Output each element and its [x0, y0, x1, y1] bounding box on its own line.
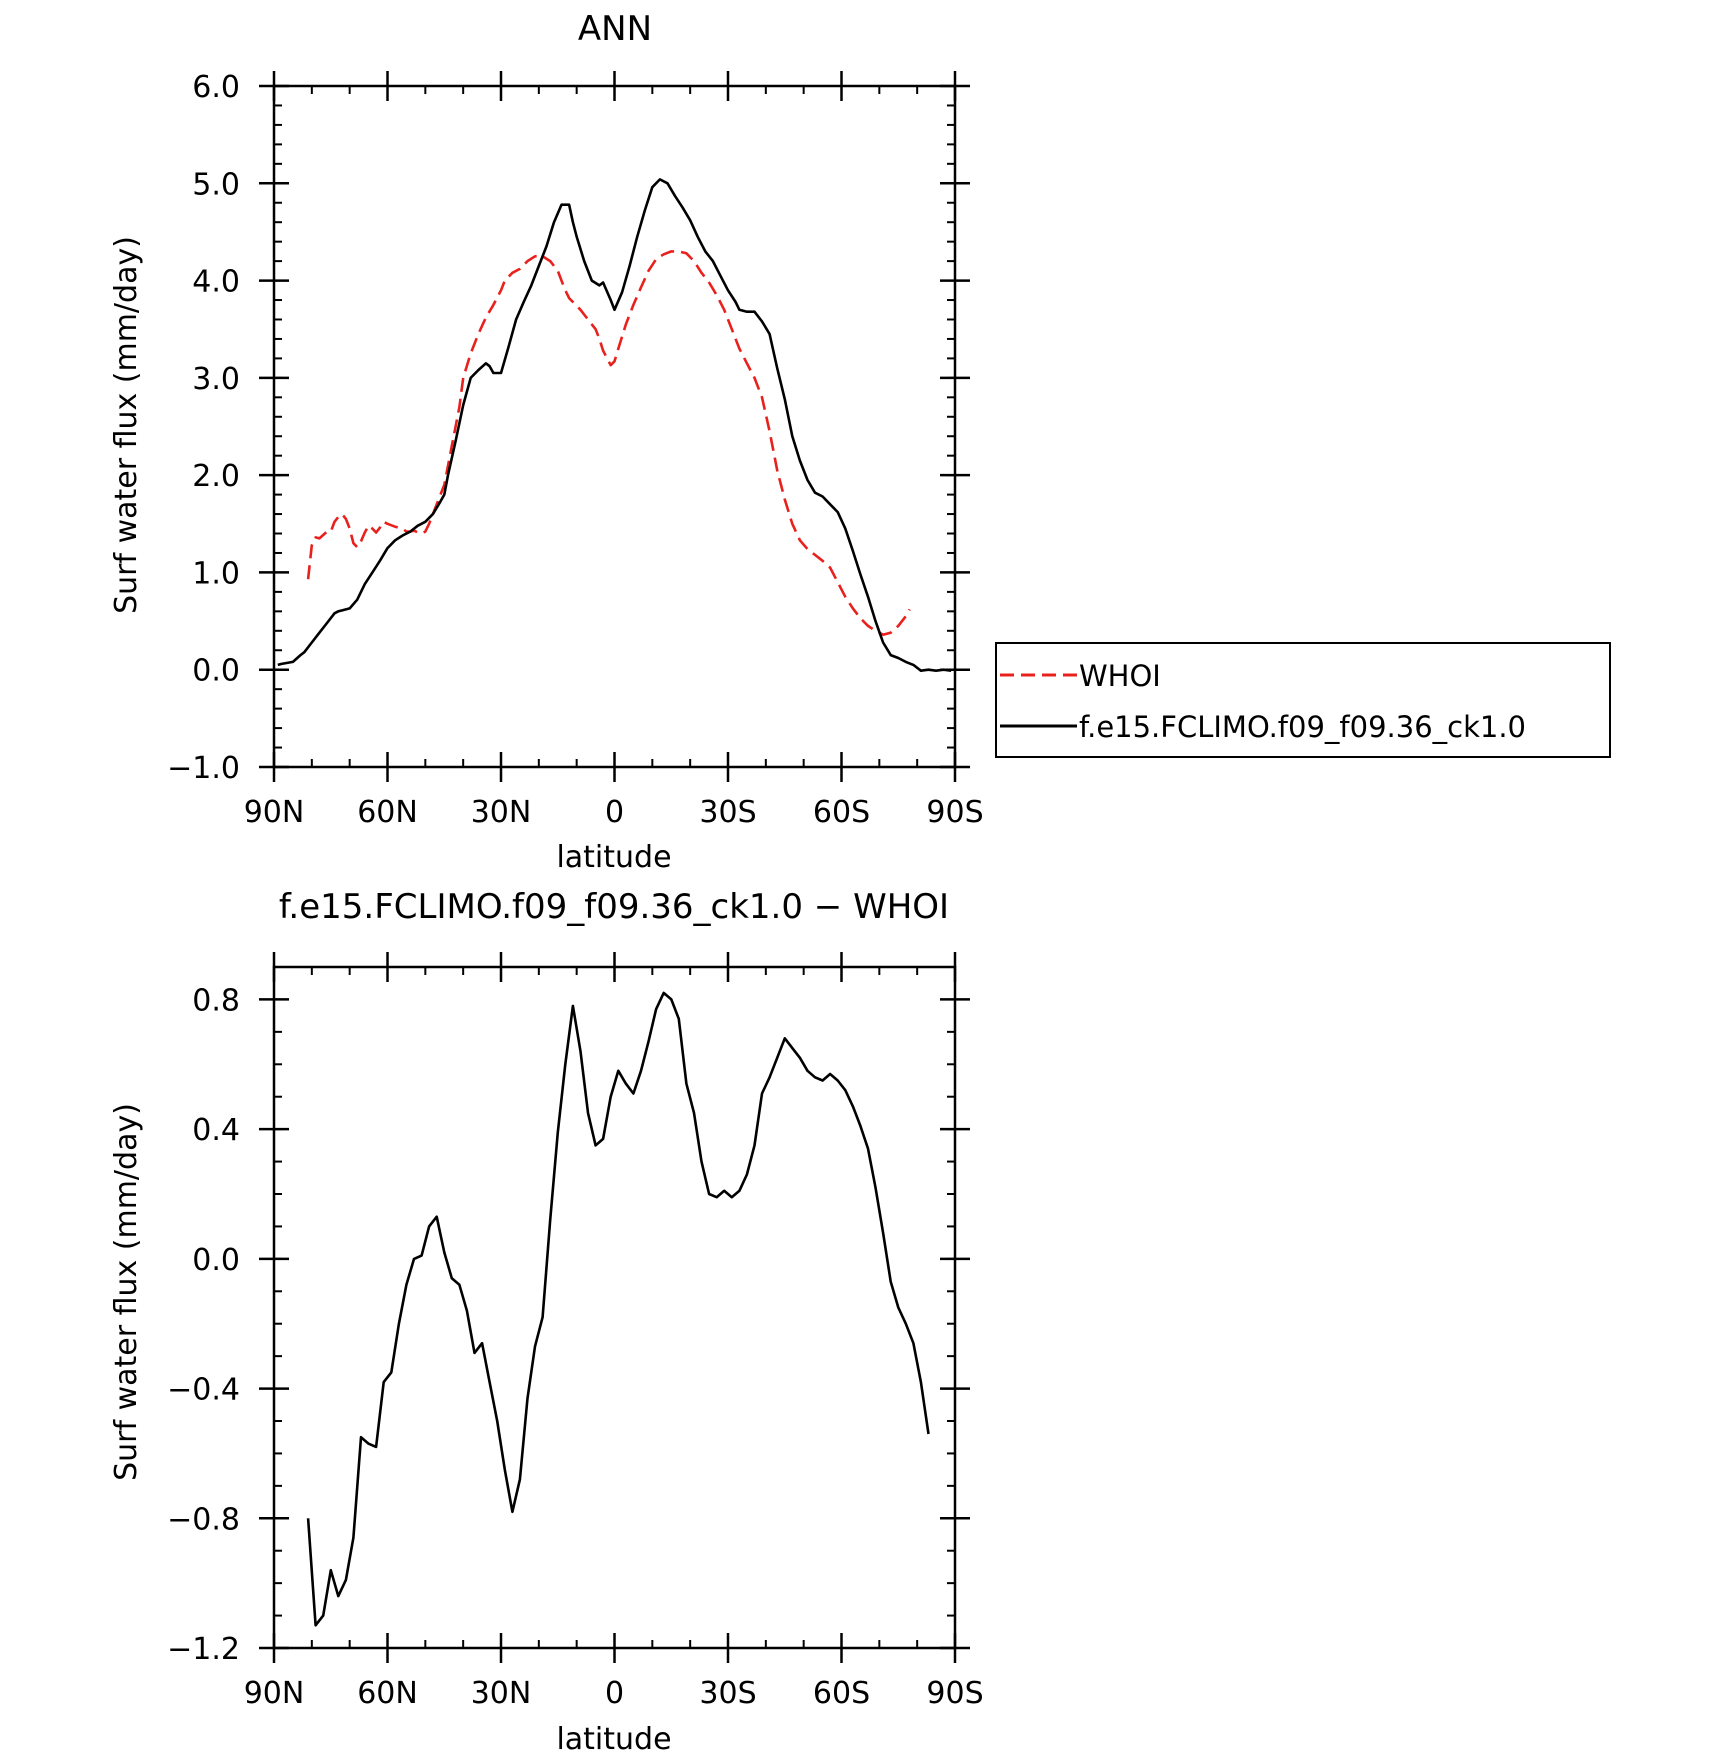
- series-lines: [277, 178, 952, 672]
- x-axis-title: latitude: [556, 1722, 671, 1756]
- x-tick-label: 30S: [699, 795, 756, 830]
- x-tick-label: 60N: [357, 1676, 418, 1711]
- y-tick-label: 2.0: [192, 459, 240, 494]
- x-tick-label: 30N: [471, 795, 532, 830]
- y-tick-label: 0.4: [192, 1113, 240, 1148]
- y-tick-label: 3.0: [192, 362, 240, 397]
- axis-ticks: [259, 952, 970, 1663]
- legend-label-whoi: WHOI: [1079, 659, 1161, 693]
- y-tick-label: −1.0: [167, 751, 240, 786]
- x-tick-label: 30N: [471, 1676, 532, 1711]
- y-tick-label: 1.0: [192, 556, 240, 591]
- bottom-panel-difference: f.e15.FCLIMO.f09_f09.36_ck1.0 − WHOI Sur…: [109, 887, 984, 1756]
- x-tick-label: 90S: [926, 795, 983, 830]
- y-tick-label: −0.8: [167, 1502, 240, 1537]
- series-line-whoi: [306, 250, 911, 636]
- x-axis-title: latitude: [556, 840, 671, 875]
- legend: WHOI f.e15.FCLIMO.f09_f09.36_ck1.0: [995, 642, 1611, 758]
- x-tick-label: 60N: [357, 795, 418, 830]
- x-tick-label: 60S: [813, 795, 870, 830]
- y-tick-label: 6.0: [192, 70, 240, 105]
- x-tick-label: 30S: [699, 1676, 756, 1711]
- y-tick-label: 5.0: [192, 167, 240, 202]
- y-tick-label: −1.2: [167, 1632, 240, 1667]
- plot-title: f.e15.FCLIMO.f09_f09.36_ck1.0 − WHOI: [279, 887, 949, 927]
- x-tick-label: 90N: [244, 795, 305, 830]
- series-line-difference: [306, 991, 930, 1627]
- y-axis-title: Surf water flux (mm/day): [109, 236, 144, 614]
- y-tick-label: 0.8: [192, 983, 240, 1018]
- x-tick-label: 90N: [244, 1676, 305, 1711]
- y-tick-label: −0.4: [167, 1373, 240, 1408]
- plot-frame: [272, 965, 957, 1650]
- legend-label-model: f.e15.FCLIMO.f09_f09.36_ck1.0: [1079, 710, 1526, 744]
- plot-title: ANN: [578, 9, 652, 49]
- legend-box: [995, 642, 1611, 758]
- y-tick-label: 4.0: [192, 265, 240, 300]
- x-tick-label: 0: [605, 1676, 624, 1711]
- series-line-f-e15-fclimo-f09-f09-36-ck1-0: [277, 178, 952, 672]
- x-tick-label: 60S: [813, 1676, 870, 1711]
- y-axis-title: Surf water flux (mm/day): [109, 1103, 144, 1481]
- series-lines: [306, 991, 930, 1627]
- y-tick-label: 0.0: [192, 654, 240, 689]
- y-tick-label: 0.0: [192, 1243, 240, 1278]
- plot-frame: [272, 84, 957, 769]
- x-tick-label: 90S: [926, 1676, 983, 1711]
- top-panel-ann: ANN Surf water flux (mm/day) latitude 6.…: [109, 9, 984, 875]
- axis-ticks: [259, 71, 970, 782]
- x-tick-label: 0: [605, 795, 624, 830]
